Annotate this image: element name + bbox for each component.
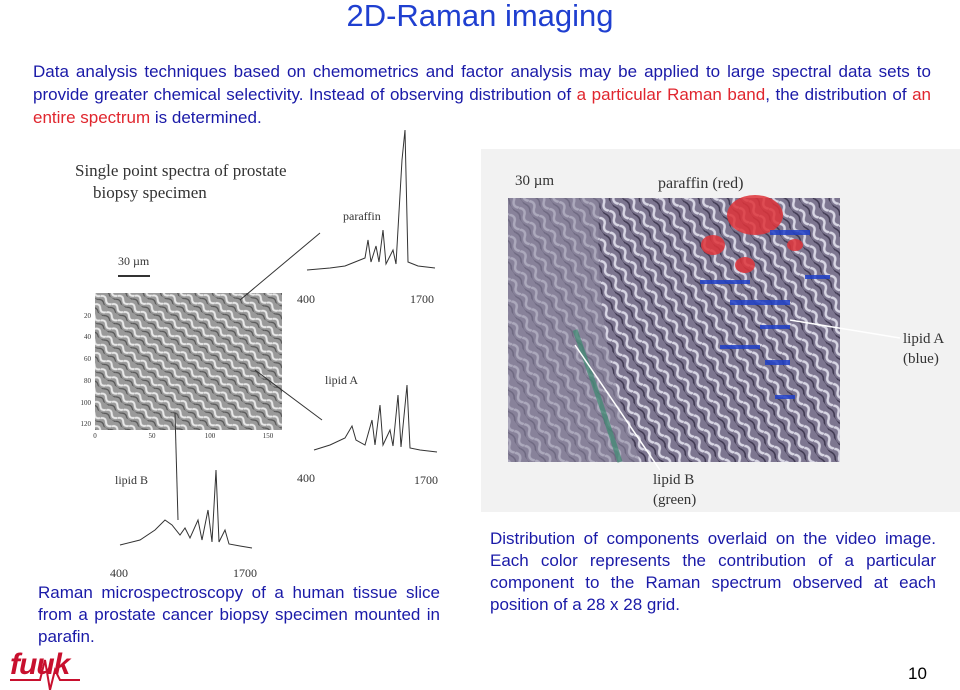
axis-label: 0 <box>93 432 97 440</box>
logo: fuuk <box>10 648 70 681</box>
arrow <box>239 232 321 301</box>
arrow <box>174 412 179 521</box>
y-axis: 20 40 60 80 100 120 <box>81 312 92 428</box>
spectrum-range: 1700 <box>410 292 434 306</box>
micrograph <box>95 293 282 430</box>
spectrum <box>306 129 436 271</box>
component-label: lipid B <box>653 472 694 488</box>
intro-text: Data analysis techniques based on chemom… <box>33 62 931 104</box>
intro-text: , the distribution of <box>765 85 913 104</box>
scale-label: 30 µm <box>118 254 150 268</box>
axis-label: 40 <box>84 333 92 341</box>
intro-highlight: a particular Raman band <box>576 85 766 104</box>
pointers <box>574 319 901 471</box>
axis-label: 100 <box>81 399 92 407</box>
component-label: paraffin (red) <box>658 175 743 192</box>
spectrum-range: 1700 <box>233 566 257 580</box>
scale-label: 30 µm <box>515 173 554 189</box>
spectrum-range: 400 <box>297 471 315 485</box>
fig-heading: Single point spectra of prostate <box>75 161 287 180</box>
spectrum <box>119 469 253 549</box>
intro: Data analysis techniques based on chemom… <box>33 60 931 129</box>
component-label: lipid A <box>903 331 944 347</box>
intro-text: is determined. <box>150 108 262 127</box>
axis-label: 80 <box>84 377 92 385</box>
left-caption: Raman microspectroscopy of a human tissu… <box>38 583 440 646</box>
green-overlay <box>572 329 623 463</box>
axis-label: 150 <box>263 432 274 440</box>
component-label: (green) <box>653 492 696 508</box>
logo-wave <box>10 659 80 690</box>
right-caption: Distribution of components overlaid on t… <box>490 529 936 614</box>
intro-highlight: an entire spectrum <box>33 85 931 127</box>
spectrum-range: 400 <box>297 292 315 306</box>
axis-label: 120 <box>81 420 92 428</box>
title: 2D-Raman imaging <box>346 0 614 33</box>
axis-label: 60 <box>84 355 92 363</box>
tissue-region <box>508 198 640 462</box>
arrow <box>254 369 323 421</box>
fig-heading: biopsy specimen <box>93 183 207 202</box>
spectrum-range: 400 <box>110 566 128 580</box>
page-number: 10 <box>908 664 927 683</box>
spectrum-range: 1700 <box>414 473 438 487</box>
spectrum <box>313 384 438 453</box>
axis-label: 50 <box>149 432 157 440</box>
axis-label: 100 <box>205 432 216 440</box>
spectra <box>119 129 438 549</box>
spectrum-label: lipid B <box>115 473 148 487</box>
spectrum-label: paraffin <box>343 209 381 223</box>
x-axis: 0 50 100 150 <box>93 432 274 440</box>
component-label: (blue) <box>903 351 939 367</box>
axis-label: 20 <box>84 312 92 320</box>
red-overlay <box>701 195 803 273</box>
spectrum-label: lipid A <box>325 373 358 387</box>
blue-overlay <box>700 230 830 399</box>
